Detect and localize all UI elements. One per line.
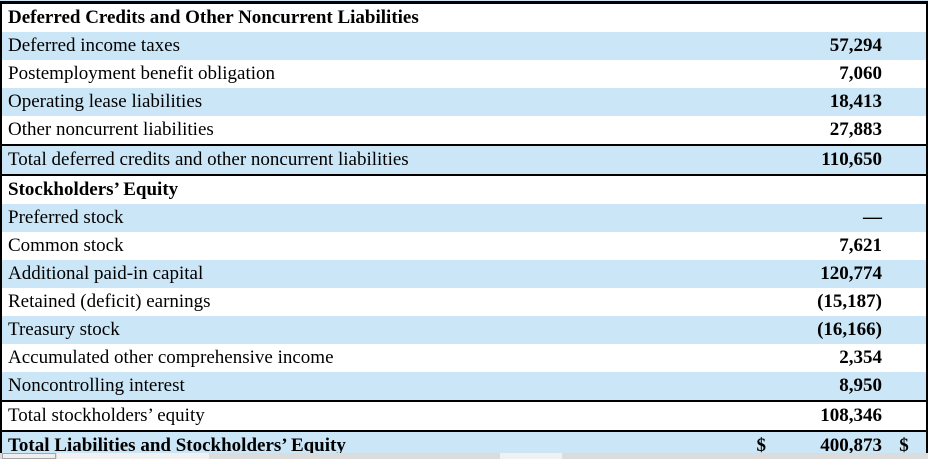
trailing-currency-cell xyxy=(882,88,926,116)
row-value xyxy=(770,4,882,32)
row-value: 2,354 xyxy=(839,347,882,368)
row-label: Total stockholders’ equity xyxy=(8,405,205,426)
row-label: Total Liabilities and Stockholders’ Equi… xyxy=(8,435,346,454)
table-row: Common stock 7,621 xyxy=(2,232,926,260)
trailing-currency-cell xyxy=(882,260,926,288)
table-row-section-header: Deferred Credits and Other Noncurrent Li… xyxy=(2,4,926,32)
dollar-sign: $ xyxy=(756,435,767,454)
trailing-currency-cell xyxy=(882,316,926,344)
row-label: Stockholders’ Equity xyxy=(8,179,179,200)
row-value: 110,650 xyxy=(821,149,882,170)
trailing-currency-cell xyxy=(882,32,926,60)
horizontal-scrollbar[interactable] xyxy=(0,453,928,459)
row-value: (15,187) xyxy=(817,291,882,312)
currency-cell xyxy=(728,204,770,232)
scrollbar-thumb[interactable] xyxy=(2,453,56,459)
table-row-section-header: Stockholders’ Equity xyxy=(2,176,926,204)
trailing-currency-cell xyxy=(882,204,926,232)
currency-cell xyxy=(728,260,770,288)
row-value xyxy=(770,176,882,204)
currency-cell xyxy=(728,88,770,116)
row-value: 7,621 xyxy=(839,235,882,256)
currency-cell xyxy=(728,288,770,316)
row-label: Postemployment benefit obligation xyxy=(8,63,276,84)
row-value: 57,294 xyxy=(829,35,882,56)
currency-cell xyxy=(728,372,770,400)
table-row-subtotal: Total deferred credits and other noncurr… xyxy=(2,144,926,176)
row-value: 8,950 xyxy=(839,375,882,396)
table-row: Additional paid-in capital 120,774 xyxy=(2,260,926,288)
currency-cell xyxy=(728,4,770,32)
row-label: Noncontrolling interest xyxy=(8,375,185,396)
currency-cell xyxy=(728,116,770,144)
table-row-grand-total: Total Liabilities and Stockholders’ Equi… xyxy=(2,430,926,454)
scrollbar-track-segment xyxy=(500,453,562,459)
table-row: Accumulated other comprehensive income 2… xyxy=(2,344,926,372)
table-row: Noncontrolling interest 8,950 xyxy=(2,372,926,400)
table-row: Treasury stock (16,166) xyxy=(2,316,926,344)
trailing-currency-cell xyxy=(882,146,926,174)
row-value: 120,774 xyxy=(820,263,882,284)
table-row: Operating lease liabilities 18,413 xyxy=(2,88,926,116)
table-row: Deferred income taxes 57,294 xyxy=(2,32,926,60)
currency-cell xyxy=(728,344,770,372)
trailing-currency-cell xyxy=(882,116,926,144)
row-label: Preferred stock xyxy=(8,207,124,228)
table-row: Preferred stock — xyxy=(2,204,926,232)
currency-cell xyxy=(728,60,770,88)
table-row: Postemployment benefit obligation 7,060 xyxy=(2,60,926,88)
currency-cell xyxy=(728,402,770,430)
trailing-currency-cell xyxy=(882,372,926,400)
trailing-currency-cell xyxy=(882,344,926,372)
currency-cell xyxy=(728,176,770,204)
currency-cell xyxy=(728,232,770,260)
trailing-currency-cell xyxy=(882,232,926,260)
scrollbar-track-segment xyxy=(57,453,209,459)
row-label: Common stock xyxy=(8,235,124,256)
row-label: Retained (deficit) earnings xyxy=(8,291,211,312)
row-value: 27,883 xyxy=(829,119,882,140)
row-value: 18,413 xyxy=(829,91,882,112)
trailing-currency-cell xyxy=(882,4,926,32)
dollar-sign: $ xyxy=(899,435,909,454)
clipped-row-sliver xyxy=(0,0,928,1)
row-value: 7,060 xyxy=(839,63,882,84)
currency-cell xyxy=(728,316,770,344)
row-value: 400,873 xyxy=(820,435,882,454)
row-label: Total deferred credits and other noncurr… xyxy=(8,149,409,170)
trailing-currency-cell xyxy=(882,402,926,430)
row-value: (16,166) xyxy=(817,319,882,340)
table-row-subtotal: Total stockholders’ equity 108,346 xyxy=(2,400,926,430)
row-label: Accumulated other comprehensive income xyxy=(8,347,334,368)
table-row: Other noncurrent liabilities 27,883 xyxy=(2,116,926,144)
row-value: — xyxy=(863,207,882,228)
row-label: Treasury stock xyxy=(8,319,120,340)
row-label: Other noncurrent liabilities xyxy=(8,119,214,140)
currency-cell xyxy=(728,146,770,174)
trailing-currency-cell xyxy=(882,60,926,88)
table-row: Retained (deficit) earnings (15,187) xyxy=(2,288,926,316)
currency-cell xyxy=(728,32,770,60)
row-label: Deferred income taxes xyxy=(8,35,180,56)
row-label: Operating lease liabilities xyxy=(8,91,203,112)
trailing-currency-cell xyxy=(882,288,926,316)
trailing-currency-cell xyxy=(882,176,926,204)
row-label: Additional paid-in capital xyxy=(8,263,204,284)
row-label: Deferred Credits and Other Noncurrent Li… xyxy=(8,7,419,28)
row-value: 108,346 xyxy=(820,405,882,426)
